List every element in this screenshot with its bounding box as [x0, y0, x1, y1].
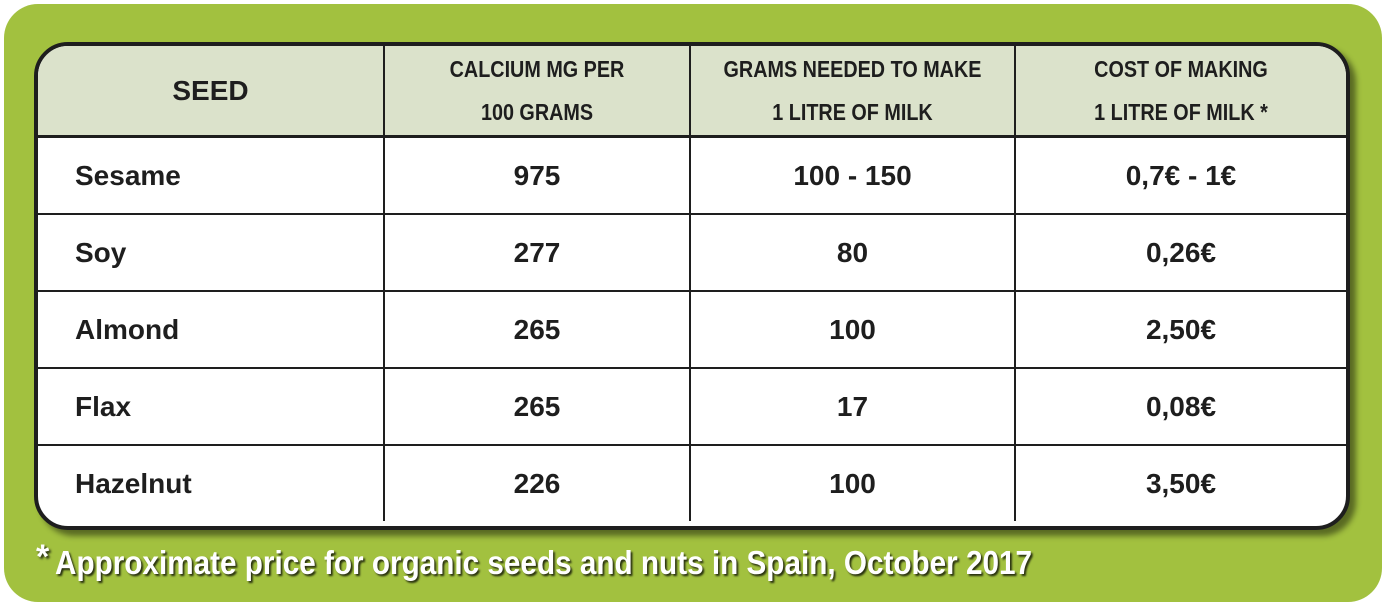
cost-value: 2,50€: [1015, 291, 1346, 369]
cost-value: 0,26€: [1015, 214, 1346, 292]
header-calcium: CALCIUM MG PER 100 GRAMS: [384, 46, 691, 138]
footnote-text: Approximate price for organic seeds and …: [55, 544, 1033, 581]
grams-value: 100: [690, 445, 1016, 521]
header-row: SEED CALCIUM MG PER 100 GRAMS GRAMS NEED…: [38, 46, 1346, 138]
seed-name: Flax: [38, 368, 385, 446]
header-grams-line-1: GRAMS NEEDED TO MAKE: [723, 55, 982, 82]
table-row: Soy 277 80 0,26€: [38, 214, 1346, 292]
seed-name: Sesame: [38, 136, 385, 215]
grams-value: 80: [690, 214, 1016, 292]
grams-value: 100 - 150: [690, 136, 1016, 215]
seed-name: Almond: [38, 291, 385, 369]
calcium-table-card: SEED CALCIUM MG PER 100 GRAMS GRAMS NEED…: [34, 42, 1350, 530]
seed-milk-table: SEED CALCIUM MG PER 100 GRAMS GRAMS NEED…: [38, 46, 1346, 521]
calcium-value: 265: [384, 368, 691, 446]
header-cost-line-1: COST OF MAKING: [1094, 55, 1268, 82]
header-seed: SEED: [38, 46, 385, 138]
cost-value: 3,50€: [1145, 467, 1217, 499]
footnote-asterisk: *: [36, 538, 50, 576]
cost-value: 0,7€ - 1€: [1015, 136, 1346, 215]
grams-value: 17: [690, 368, 1016, 446]
header-grams-line-2: 1 LITRE OF MILK: [772, 98, 933, 125]
calcium-value: 226: [384, 445, 691, 521]
seed-name: Hazelnut: [38, 445, 385, 521]
calcium-value: 277: [384, 214, 691, 292]
table-row: Flax 265 17 0,08€: [38, 368, 1346, 446]
grams-value: 100: [690, 291, 1016, 369]
seed-name: Soy: [38, 214, 385, 292]
header-cost-line-2: 1 LITRE OF MILK *: [1094, 98, 1268, 125]
green-background-panel: SEED CALCIUM MG PER 100 GRAMS GRAMS NEED…: [4, 4, 1382, 602]
calcium-value: 265: [384, 291, 691, 369]
header-calcium-line-1: CALCIUM MG PER: [449, 55, 625, 82]
calcium-value: 975: [384, 136, 691, 215]
cost-value: 0,08€: [1015, 368, 1346, 446]
header-cost: COST OF MAKING 1 LITRE OF MILK *: [1015, 46, 1346, 138]
header-grams: GRAMS NEEDED TO MAKE 1 LITRE OF MILK: [690, 46, 1016, 138]
table-row: Almond 265 100 2,50€: [38, 291, 1346, 369]
table-row: Hazelnut 226 100 3,50€: [38, 445, 1346, 521]
header-seed-label: SEED: [172, 75, 249, 106]
table-row: Sesame 975 100 - 150 0,7€ - 1€: [38, 136, 1346, 215]
footnote: * Approximate price for organic seeds and…: [36, 538, 1141, 594]
header-calcium-line-2: 100 GRAMS: [480, 98, 594, 125]
